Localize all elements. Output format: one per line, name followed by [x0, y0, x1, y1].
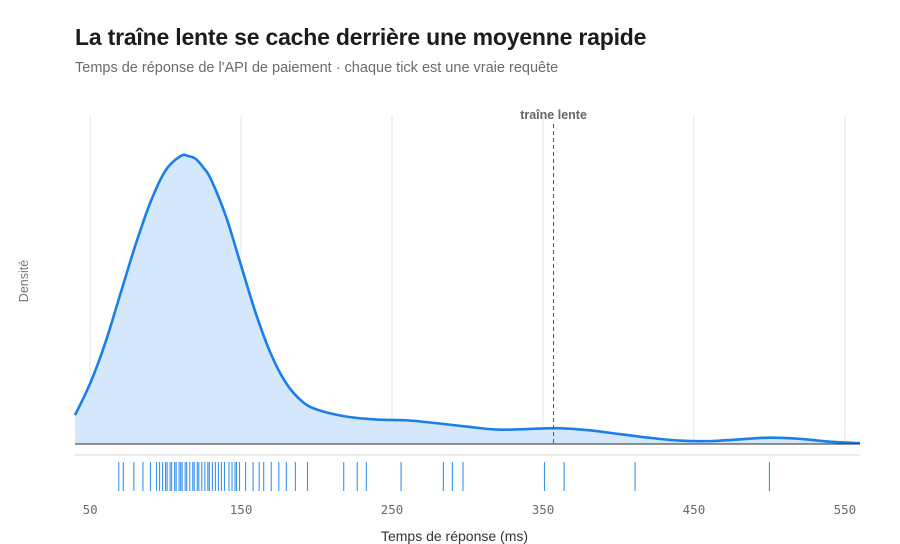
- rug-ticks: [118, 462, 770, 491]
- x-tick-label: 450: [683, 502, 706, 517]
- x-tick-label: 150: [230, 502, 253, 517]
- x-tick-label: 250: [381, 502, 404, 517]
- x-tick-label: 550: [834, 502, 857, 517]
- density-line: [73, 153, 861, 445]
- x-axis-title: Temps de réponse (ms): [381, 528, 528, 544]
- x-tick-label: 50: [83, 502, 98, 517]
- x-axis-ticks: 50 150 250 350 450 550: [83, 502, 857, 517]
- chart-subtitle: Temps de réponse de l'API de paiement · …: [75, 60, 559, 76]
- y-axis-title: Densité: [17, 260, 31, 302]
- annotation-label: traîne lente: [520, 108, 587, 122]
- density-area: [75, 154, 860, 445]
- chart-title: La traîne lente se cache derrière une mo…: [75, 24, 647, 50]
- annotations: traîne lente: [520, 108, 587, 444]
- x-tick-label: 350: [532, 502, 555, 517]
